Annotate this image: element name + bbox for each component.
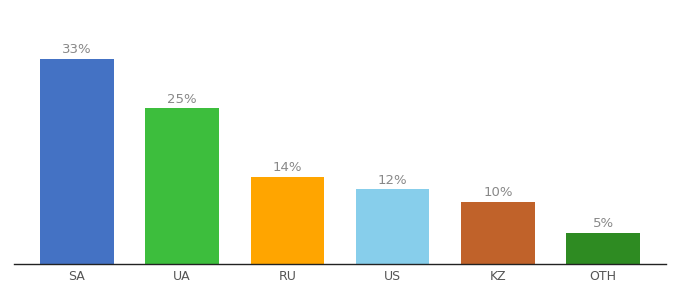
Bar <box>461 202 534 264</box>
Text: 33%: 33% <box>62 43 92 56</box>
Bar <box>40 58 114 264</box>
Text: 10%: 10% <box>483 186 513 199</box>
Text: 5%: 5% <box>593 218 614 230</box>
Text: 14%: 14% <box>273 161 302 174</box>
Bar <box>566 233 640 264</box>
Bar <box>250 177 324 264</box>
Bar <box>356 189 430 264</box>
Bar <box>146 108 219 264</box>
Text: 25%: 25% <box>167 93 197 106</box>
Text: 12%: 12% <box>378 174 407 187</box>
